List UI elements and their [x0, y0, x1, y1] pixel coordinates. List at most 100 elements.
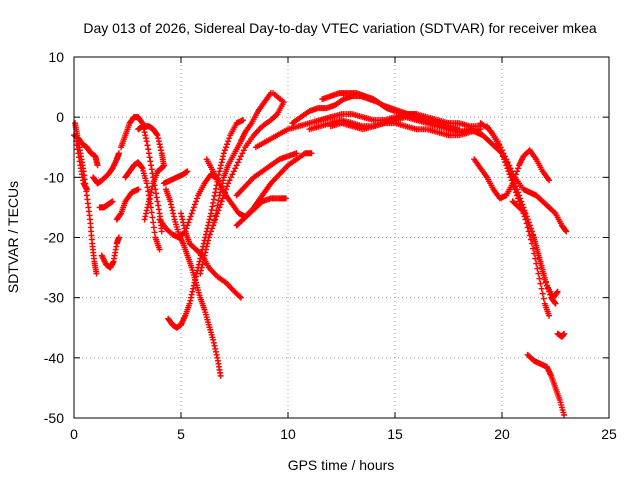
data-point — [504, 159, 511, 166]
data-point — [117, 211, 124, 218]
data-point — [189, 207, 196, 214]
data-point — [511, 186, 518, 193]
data-point — [507, 165, 514, 172]
data-point — [213, 213, 220, 220]
data-point — [219, 156, 226, 163]
data-point — [538, 285, 545, 292]
data-point — [530, 245, 537, 252]
data-point — [138, 164, 145, 171]
data-point — [148, 162, 155, 169]
data-point — [142, 132, 149, 139]
data-point — [210, 196, 217, 203]
series-track-8 — [122, 159, 163, 253]
data-point — [516, 198, 523, 205]
data-point — [237, 153, 244, 160]
data-point — [143, 138, 150, 145]
data-point — [239, 150, 246, 157]
y-axis-title: SDTVAR / TECUs — [5, 181, 21, 293]
data-point — [219, 180, 226, 187]
data-point — [200, 258, 207, 265]
data-point — [211, 217, 218, 224]
data-point — [180, 219, 187, 226]
data-point — [150, 224, 157, 231]
data-point — [499, 147, 505, 154]
data-point — [198, 251, 205, 258]
data-point — [212, 348, 219, 355]
data-point — [536, 275, 543, 282]
data-point — [168, 201, 175, 208]
data-point — [506, 162, 513, 169]
data-point — [213, 351, 220, 358]
data-point — [109, 198, 116, 205]
data-point — [190, 204, 197, 211]
y-tick-label: -40 — [44, 350, 64, 366]
data-point — [218, 159, 225, 166]
data-point — [500, 150, 507, 157]
data-point — [561, 411, 568, 418]
data-point — [477, 126, 484, 133]
y-tick-label: 0 — [56, 109, 64, 125]
data-point — [526, 222, 533, 229]
x-tick-label: 0 — [70, 426, 78, 442]
data-point — [187, 213, 194, 220]
data-point — [146, 154, 153, 161]
data-point — [145, 188, 152, 195]
data-point — [226, 177, 233, 184]
data-point — [212, 345, 219, 352]
data-point — [153, 131, 160, 138]
data-point — [115, 234, 122, 241]
data-point — [240, 117, 247, 124]
data-point — [145, 150, 152, 157]
data-point — [167, 198, 174, 205]
data-point — [181, 225, 188, 232]
series-track-32 — [509, 198, 559, 307]
data-point — [513, 168, 520, 175]
data-point — [533, 244, 540, 251]
series-track-28 — [466, 126, 561, 301]
data-point — [215, 197, 222, 204]
data-point — [496, 141, 503, 148]
data-point — [155, 202, 162, 209]
data-point — [220, 177, 227, 184]
data-point — [210, 339, 217, 346]
data-point — [205, 237, 212, 244]
data-point — [147, 158, 154, 165]
data-point — [222, 144, 229, 151]
data-point — [189, 288, 196, 295]
data-point — [73, 142, 80, 149]
data-point — [203, 243, 210, 250]
data-point — [191, 201, 198, 208]
data-point — [169, 207, 176, 214]
series-track-20 — [233, 195, 289, 229]
y-tick-label: 10 — [48, 49, 64, 65]
data-point — [501, 153, 508, 160]
x-tick-label: 5 — [177, 426, 185, 442]
data-point — [115, 150, 122, 157]
data-point — [220, 150, 227, 157]
y-tick-label: -20 — [44, 230, 64, 246]
data-point — [497, 144, 504, 151]
data-point — [156, 246, 163, 253]
data-point — [148, 186, 155, 193]
data-point — [217, 201, 224, 208]
data-point — [216, 192, 223, 199]
data-point — [209, 203, 216, 210]
y-tick-label: -10 — [44, 169, 64, 185]
data-point — [236, 293, 243, 300]
data-point — [545, 285, 552, 292]
data-point — [214, 202, 221, 209]
data-point — [141, 216, 148, 223]
data-point — [510, 177, 517, 184]
data-point — [93, 270, 100, 277]
data-point — [524, 216, 531, 223]
data-point — [546, 312, 553, 319]
data-point — [192, 273, 199, 280]
data-point — [525, 219, 532, 226]
data-point — [210, 336, 217, 343]
data-point — [148, 189, 155, 196]
data-point — [170, 213, 177, 220]
data-point — [149, 214, 156, 221]
data-point — [509, 180, 516, 187]
chart-title: Day 013 of 2026, Sidereal Day-to-day VTE… — [83, 20, 596, 36]
